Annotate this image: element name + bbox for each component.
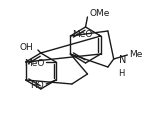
Text: MeO: MeO: [24, 58, 44, 67]
Text: OH: OH: [19, 43, 33, 52]
Text: OMe: OMe: [89, 8, 110, 17]
Text: N: N: [119, 55, 126, 64]
Text: MeO: MeO: [72, 30, 93, 39]
Text: HO: HO: [31, 81, 44, 90]
Text: Me: Me: [129, 50, 143, 59]
Text: H: H: [119, 68, 125, 77]
